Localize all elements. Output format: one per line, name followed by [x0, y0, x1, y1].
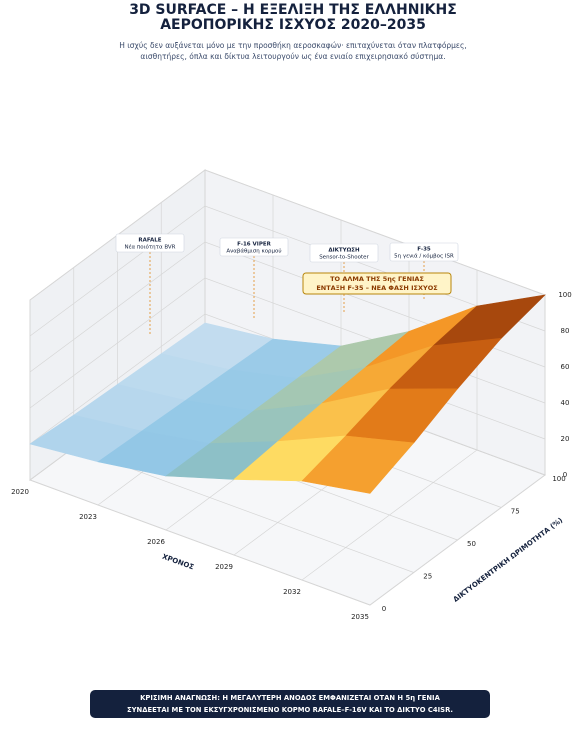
annotation-box	[219, 237, 289, 257]
callout-text: ΕΝΤΑΞΗ F-35 – ΝΕΑ ΦΑΣΗ ΙΣΧΥΟΣ	[316, 284, 437, 292]
z-tick-label: 0	[563, 471, 567, 479]
x-tick-label: 2032	[283, 588, 301, 596]
plot-area: 2020202320262029203220350255075100020406…	[11, 169, 572, 621]
annotation-text: Αναβάθμιση κορμού	[226, 248, 281, 255]
chart-title: 3D SURFACE – Η ΕΞΕΛΙΞΗ ΤΗΣ ΕΛΛΗΝΙΚΗΣ	[129, 2, 457, 18]
z-tick-label: 60	[561, 363, 570, 371]
subtitle: αισθητήρες, όπλα και δίκτυα λειτουργούν …	[140, 52, 445, 61]
z-tick-label: 20	[561, 435, 570, 443]
y-tick-label: 50	[467, 540, 476, 548]
footer-text: ΚΡΙΣΙΜΗ ΑΝΑΓΝΩΣΗ: Η ΜΕΓΑΛΥΤΕΡΗ ΑΝΟΔΟΣ ΕΜ…	[140, 694, 440, 702]
annotation-title: F-35	[417, 247, 431, 253]
x-tick-label: 2026	[147, 538, 165, 546]
y-tick-label: 100	[552, 475, 565, 483]
subtitle: Η ισχύς δεν αυξάνεται μόνο με την προσθή…	[119, 41, 467, 50]
annotation-title: RAFALE	[138, 238, 161, 244]
surface-cell	[301, 435, 415, 494]
callout-box	[302, 272, 452, 295]
z-tick-label: 40	[561, 399, 570, 407]
y-tick-label: 75	[511, 508, 520, 516]
annotation-box	[309, 243, 379, 263]
annotation-text: 5η γενιά / κόμβος ISR	[394, 253, 454, 260]
annotation-box	[115, 233, 185, 253]
callout-text: ΤΟ ΑΛΜΑ ΤΗΣ 5ης ΓΕΝΙΑΣ	[330, 275, 424, 283]
x-tick-label: 2023	[79, 513, 97, 521]
y-tick-label: 0	[382, 605, 386, 613]
annotation-title: ΔΙΚΤΥΩΣΗ	[328, 248, 360, 254]
x-tick-label: 2029	[215, 563, 233, 571]
x-axis-label: ΧΡΟΝΟΣ	[161, 553, 195, 572]
annotation-text: Νέα ποιότητα BVR	[124, 244, 175, 251]
x-tick-label: 2020	[11, 488, 29, 496]
z-tick-label: 80	[561, 327, 570, 335]
chart-title: ΑΕΡΟΠΟΡΙΚΗΣ ΙΣΧΥΟΣ 2020–2035	[160, 17, 426, 33]
footer-text: ΣΥΝΔΕΕΤΑΙ ΜΕ ΤΟΝ ΕΚΣΥΓΧΡΟΝΙΣΜΕΝΟ ΚΟΡΜΟ R…	[127, 706, 453, 714]
y-tick-label: 25	[423, 573, 432, 581]
annotation-box	[389, 242, 459, 262]
annotation-title: F-16 VIPER	[237, 242, 272, 248]
x-tick-label: 2035	[351, 613, 369, 621]
footer-box	[90, 690, 490, 718]
z-tick-label: 100	[558, 291, 571, 299]
annotation-text: Sensor-to-Shooter	[319, 255, 369, 261]
